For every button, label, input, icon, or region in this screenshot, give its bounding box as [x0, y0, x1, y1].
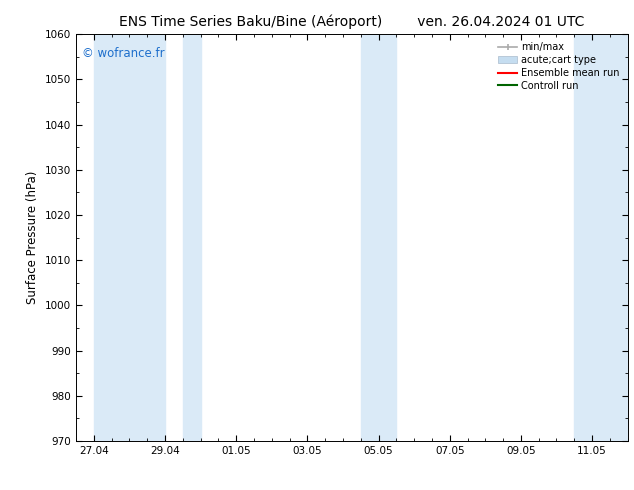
Bar	[574, 34, 634, 441]
Bar	[183, 34, 200, 441]
Text: © wofrance.fr: © wofrance.fr	[82, 47, 164, 59]
Bar	[361, 34, 396, 441]
Title: ENS Time Series Baku/Bine (Aéroport)        ven. 26.04.2024 01 UTC: ENS Time Series Baku/Bine (Aéroport) ven…	[119, 15, 585, 29]
Legend: min/max, acute;cart type, Ensemble mean run, Controll run: min/max, acute;cart type, Ensemble mean …	[495, 39, 623, 94]
Y-axis label: Surface Pressure (hPa): Surface Pressure (hPa)	[27, 171, 39, 304]
Bar	[94, 34, 165, 441]
